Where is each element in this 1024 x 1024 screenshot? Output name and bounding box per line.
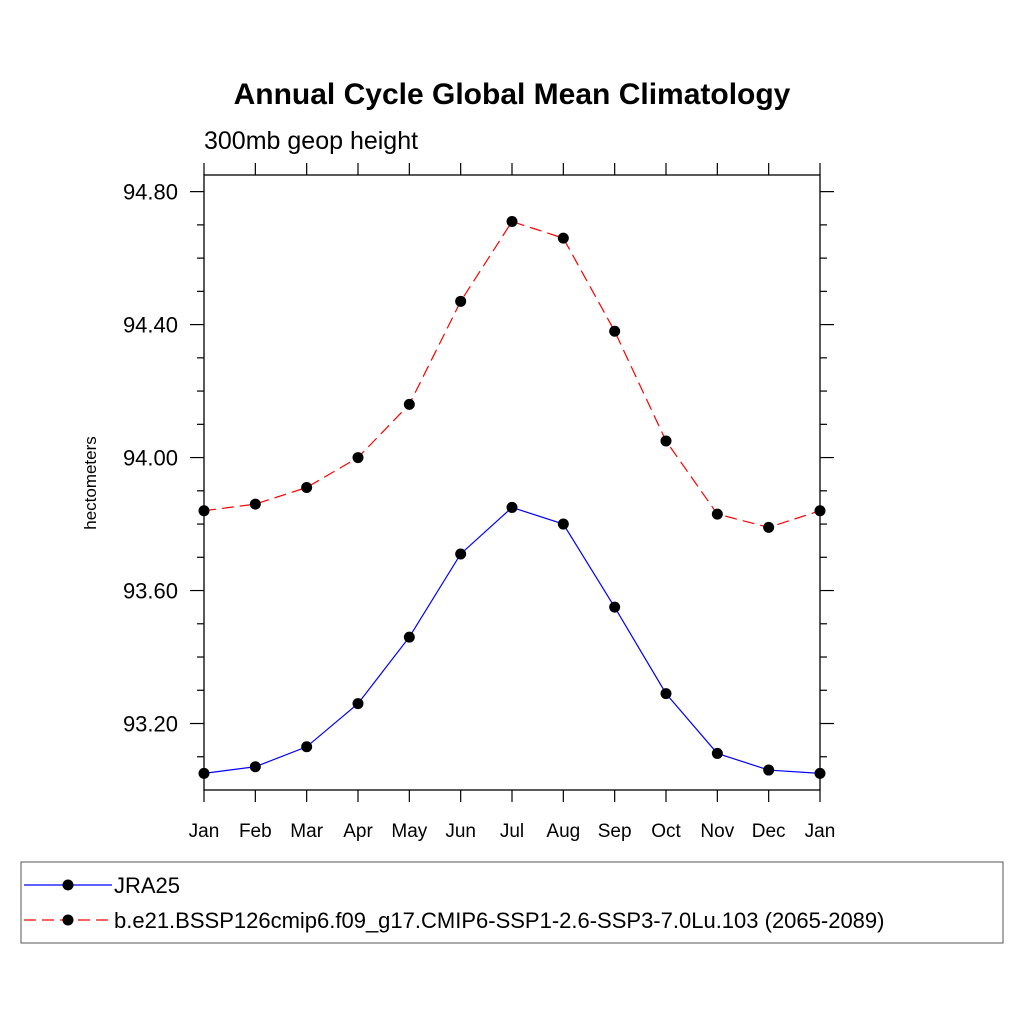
y-tick-label: 93.20: [123, 712, 178, 737]
series-1-point: [403, 398, 415, 410]
series-0-point: [660, 688, 672, 700]
y-tick-label: 94.00: [123, 446, 178, 471]
x-tick-label: May: [391, 821, 427, 842]
x-tick-label: Mar: [290, 821, 323, 842]
series-0-point: [403, 631, 415, 643]
series-1-point: [352, 452, 364, 464]
x-tick-label: Apr: [343, 821, 373, 842]
series-0-point: [249, 761, 261, 773]
series-1-point: [660, 435, 672, 447]
legend-marker-0: [62, 879, 74, 891]
series-1-point: [711, 508, 723, 520]
x-tick-label: Nov: [700, 821, 734, 842]
series-0-point: [506, 501, 518, 513]
legend-label-0: JRA25: [114, 873, 180, 898]
y-tick-label: 94.40: [123, 313, 178, 338]
legend-marker-1: [62, 914, 74, 926]
series-1-point: [763, 521, 775, 533]
series-layer: [198, 216, 826, 779]
x-tick-label: Jul: [500, 821, 524, 842]
series-0-point: [814, 767, 826, 779]
series-0-point: [763, 764, 775, 776]
x-tick-label: Jan: [805, 821, 836, 842]
series-0-point: [609, 601, 621, 613]
series-0-point: [455, 548, 467, 560]
series-line-0: [203, 506, 821, 774]
series-1-point: [814, 505, 826, 517]
series-1-point: [609, 325, 621, 337]
y-tick-label: 93.60: [123, 579, 178, 604]
series-1-point: [301, 481, 313, 493]
series-1-point: [506, 216, 518, 228]
series-1-point: [198, 505, 210, 517]
chart-title: Annual Cycle Global Mean Climatology: [234, 78, 791, 111]
y-axis-label: hectometers: [81, 436, 100, 530]
x-tick-label: Aug: [546, 821, 580, 842]
x-tick-label: Jan: [189, 821, 220, 842]
series-0-point: [557, 518, 569, 530]
x-tick-label: Feb: [239, 821, 272, 842]
series-0-point: [198, 767, 210, 779]
series-0-point: [352, 698, 364, 710]
legend: JRA25 b.e21.BSSP126cmip6.f09_g17.CMIP6-SS…: [24, 873, 884, 933]
x-axis-ticks: Jan Feb Mar Apr May Jun Jul Aug Sep Oct Nov Dec Jan: [189, 163, 836, 842]
x-tick-label: Oct: [651, 821, 681, 842]
legend-label-1: b.e21.BSSP126cmip6.f09_g17.CMIP6-SSP1-2.…: [114, 908, 884, 933]
chart-subtitle: 300mb geop height: [204, 127, 418, 155]
x-tick-label: Dec: [752, 821, 786, 842]
series-0-point: [301, 741, 313, 753]
series-1-point: [557, 232, 569, 244]
y-axis-ticks: 93.20 93.60 94.00 94.40 94.80: [123, 180, 834, 758]
series-1-point: [249, 498, 261, 510]
series-1-point: [455, 295, 467, 307]
y-tick-label: 94.80: [123, 180, 178, 205]
legend-box: [20, 861, 1004, 944]
series-line-1: [203, 220, 821, 529]
x-tick-label: Sep: [598, 821, 632, 842]
x-tick-label: Jun: [445, 821, 476, 842]
series-0-point: [711, 747, 723, 759]
plot-frame: [203, 174, 821, 791]
